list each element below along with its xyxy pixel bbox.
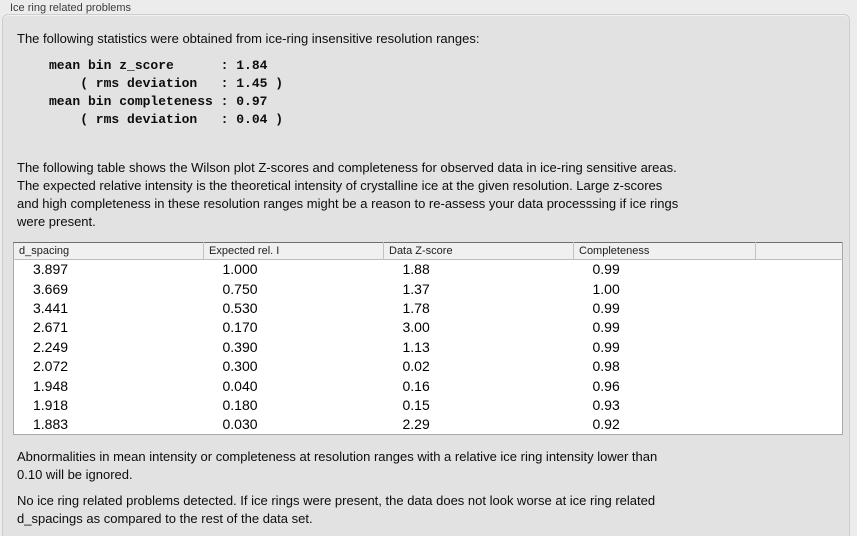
table-cell: 1.948: [13, 375, 204, 396]
table-cell: [755, 375, 843, 396]
table-cell: 0.180: [203, 395, 384, 415]
table-cell: 1.00: [573, 278, 756, 299]
table-cell: 0.99: [573, 259, 756, 279]
table-cell: 3.897: [13, 259, 204, 279]
table-cell: 0.300: [203, 356, 384, 376]
table-description-text: The following table shows the Wilson plo…: [17, 160, 679, 229]
table-cell: 0.93: [573, 395, 756, 415]
table-row[interactable]: 1.948 0.040 0.16 0.96: [13, 375, 843, 396]
intro-text: The following statistics were obtained f…: [17, 31, 480, 46]
table-cell: 1.000: [203, 259, 384, 279]
table-cell: [755, 298, 843, 318]
table-cell: 0.92: [573, 414, 756, 435]
table-cell: 0.02: [383, 356, 574, 376]
table-cell: [755, 278, 843, 299]
table-cell: 1.37: [383, 278, 574, 299]
table-cell: [755, 317, 843, 338]
table-cell: 3.669: [13, 278, 204, 299]
table-cell: [755, 414, 843, 435]
table-cell: 0.99: [573, 317, 756, 338]
table-cell: 1.883: [13, 414, 204, 435]
table-cell: 0.390: [203, 337, 384, 357]
table-cell: 0.96: [573, 375, 756, 396]
table-row[interactable]: 3.441 0.530 1.78 0.99: [13, 298, 843, 318]
table-row[interactable]: 2.249 0.390 1.13 0.99: [13, 337, 843, 357]
table-row[interactable]: 2.072 0.300 0.02 0.98: [13, 356, 843, 376]
table-cell: 0.530: [203, 298, 384, 318]
table-cell: 0.16: [383, 375, 574, 396]
table-cell: 0.030: [203, 414, 384, 435]
table-cell: 0.99: [573, 337, 756, 357]
table-cell: [755, 356, 843, 376]
table-row[interactable]: 1.918 0.180 0.15 0.93: [13, 395, 843, 415]
table-cell: [755, 337, 843, 357]
table-row[interactable]: 2.671 0.170 3.00 0.99: [13, 317, 843, 338]
column-header-completeness: Completeness: [573, 242, 756, 260]
table-header-row: d_spacing Expected rel. I Data Z-score Comp…: [13, 242, 843, 260]
table-cell: 2.29: [383, 414, 574, 435]
table-body: 3.897 1.000 1.88 0.99 3.669 0.750 1.37 1.00 3.44…: [13, 259, 843, 435]
table-cell: [755, 395, 843, 415]
table-cell: 2.249: [13, 337, 204, 357]
ignore-threshold-note: Abnormalities in mean intensity or compl…: [17, 448, 658, 482]
group-box-title: Ice ring related problems: [10, 2, 132, 14]
table-cell: 3.441: [13, 298, 204, 318]
column-header-data-z-score: Data Z-score: [383, 242, 574, 260]
column-header-expected-rel-i: Expected rel. I: [203, 242, 384, 260]
table-row[interactable]: 3.897 1.000 1.88 0.99: [13, 259, 843, 279]
column-header-d-spacing: d_spacing: [13, 242, 204, 260]
table-cell: 3.00: [383, 317, 574, 338]
conclusion-text: No ice ring related problems detected. I…: [17, 492, 656, 526]
table-cell: 0.15: [383, 395, 574, 415]
group-box: The following statistics were obtained f…: [2, 14, 850, 536]
table-cell: 0.040: [203, 375, 384, 396]
table-cell: 0.98: [573, 356, 756, 376]
table-cell: 1.918: [13, 395, 204, 415]
table-cell: 0.750: [203, 278, 384, 299]
table-row[interactable]: 1.883 0.030 2.29 0.92: [13, 414, 843, 435]
statistics-block: mean bin z_score : 1.84 ( rms deviation …: [49, 58, 284, 127]
table-cell: 1.78: [383, 298, 574, 318]
table-row[interactable]: 3.669 0.750 1.37 1.00: [13, 278, 843, 299]
table-cell: 0.170: [203, 317, 384, 338]
table-cell: 1.13: [383, 337, 574, 357]
table-cell: 2.671: [13, 317, 204, 338]
table-cell: 1.88: [383, 259, 574, 279]
table-cell: 2.072: [13, 356, 204, 376]
ice-ring-table: d_spacing Expected rel. I Data Z-score Comp…: [13, 242, 843, 435]
table-cell: 0.99: [573, 298, 756, 318]
table-cell: [755, 259, 843, 279]
column-header-empty: [755, 242, 843, 260]
